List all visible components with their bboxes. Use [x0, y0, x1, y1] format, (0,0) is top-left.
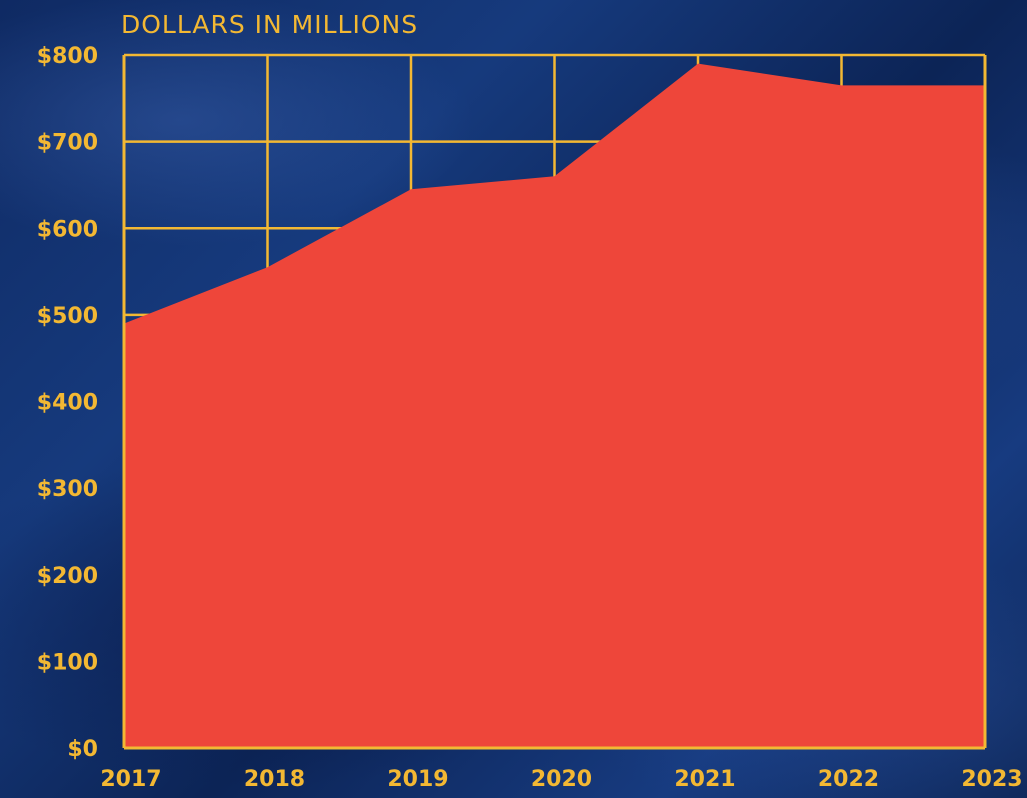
y-tick-label: $600 [37, 217, 98, 242]
x-tick-label: 2018 [244, 767, 305, 792]
y-tick-label: $200 [37, 564, 98, 589]
x-tick-label: 2023 [961, 767, 1022, 792]
x-tick-label: 2017 [100, 767, 161, 792]
y-tick-label: $100 [37, 650, 98, 675]
area-series [124, 63, 985, 749]
y-tick-label: $300 [37, 477, 98, 502]
x-tick-label: 2020 [531, 767, 592, 792]
y-tick-label: $500 [37, 304, 98, 329]
y-tick-label: $400 [37, 391, 98, 416]
x-tick-label: 2022 [818, 767, 879, 792]
area-layer [124, 63, 985, 749]
unit-label: DOLLARS IN MILLIONS [121, 10, 418, 39]
x-tick-label: 2019 [387, 767, 448, 792]
axes [122, 55, 987, 750]
x-tick-labels: 2017 2018 2019 2020 2021 2022 2023 [100, 767, 1022, 792]
y-tick-label: $800 [37, 44, 98, 69]
y-tick-labels: $0 $100 $200 $300 $400 $500 $600 $700 $800 [37, 44, 98, 762]
x-tick-label: 2021 [674, 767, 735, 792]
y-tick-label: $0 [67, 737, 98, 762]
y-tick-label: $700 [37, 131, 98, 156]
